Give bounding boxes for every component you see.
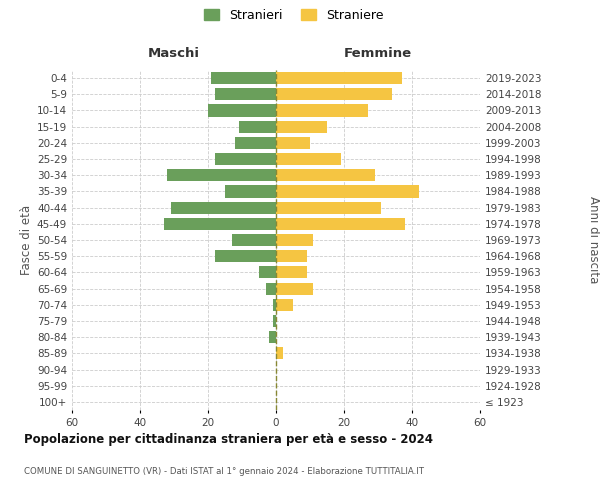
Bar [215,250,276,262]
Bar [276,348,283,360]
Bar [276,282,313,294]
Bar [276,88,392,101]
Bar [235,137,276,149]
Bar [276,266,307,278]
Bar [276,120,327,132]
Bar [266,282,276,294]
Bar [276,137,310,149]
Text: Maschi: Maschi [148,48,200,60]
Bar [276,72,402,84]
Bar [239,120,276,132]
Bar [276,153,341,165]
Bar [170,202,276,213]
Bar [272,298,276,311]
Bar [276,218,405,230]
Bar [215,153,276,165]
Bar [276,234,313,246]
Text: Popolazione per cittadinanza straniera per età e sesso - 2024: Popolazione per cittadinanza straniera p… [24,432,433,446]
Bar [276,298,293,311]
Bar [259,266,276,278]
Bar [269,331,276,343]
Bar [276,186,419,198]
Bar [276,250,307,262]
Bar [276,202,382,213]
Bar [276,169,374,181]
Bar [276,104,368,117]
Bar [232,234,276,246]
Text: Femmine: Femmine [344,48,412,60]
Bar [272,315,276,327]
Bar [208,104,276,117]
Text: COMUNE DI SANGUINETTO (VR) - Dati ISTAT al 1° gennaio 2024 - Elaborazione TUTTIT: COMUNE DI SANGUINETTO (VR) - Dati ISTAT … [24,468,424,476]
Bar [225,186,276,198]
Legend: Stranieri, Straniere: Stranieri, Straniere [202,6,386,24]
Bar [164,218,276,230]
Bar [215,88,276,101]
Bar [211,72,276,84]
Y-axis label: Fasce di età: Fasce di età [20,205,33,275]
Y-axis label: Anni di nascita: Anni di nascita [587,196,600,284]
Bar [167,169,276,181]
